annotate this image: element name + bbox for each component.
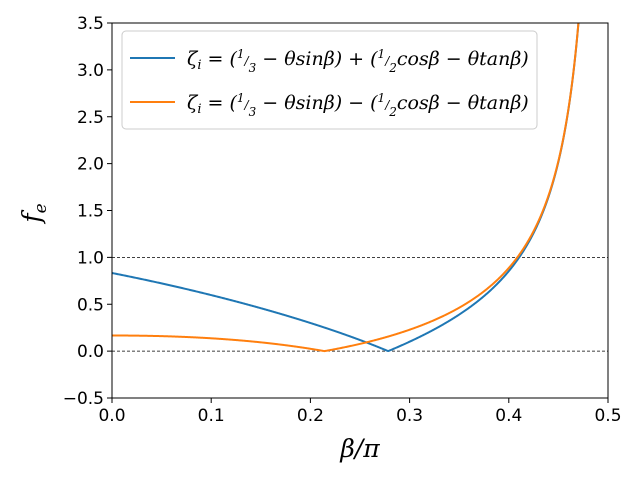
y-tick-label: 0.5 bbox=[77, 295, 104, 315]
x-tick-label: 0.2 bbox=[297, 406, 324, 426]
legend-box bbox=[121, 30, 538, 130]
y-tick-label: 3.5 bbox=[77, 14, 104, 34]
y-axis-label-main: f bbox=[17, 210, 46, 225]
x-tick-label: 0.5 bbox=[594, 406, 621, 426]
legend: ζi = (1/3 − θsinβ) + (1/2cosβ − θtanβ) ζ… bbox=[121, 30, 538, 130]
y-axis-label: fe bbox=[17, 203, 51, 224]
y-tick-label: 2.0 bbox=[77, 155, 104, 175]
y-tick-label: 2.5 bbox=[77, 108, 104, 128]
x-tick-label: 0.4 bbox=[495, 406, 522, 426]
x-tick-label: 0.3 bbox=[396, 406, 423, 426]
x-tick-label: 0.1 bbox=[198, 406, 225, 426]
series-line-1 bbox=[112, 23, 580, 353]
y-axis-label-subscript: e bbox=[31, 203, 51, 213]
y-axis: −0.5 0.0 0.5 1.0 1.5 2.0 2.5 3.0 3.5 bbox=[63, 14, 112, 409]
y-tick-label: −0.5 bbox=[63, 389, 104, 409]
x-axis-label: β/π bbox=[339, 434, 380, 463]
x-axis: 0.0 0.1 0.2 0.3 0.4 0.5 bbox=[98, 398, 622, 426]
reference-lines bbox=[112, 257, 608, 352]
y-tick-label: 0.0 bbox=[77, 342, 104, 362]
y-tick-label: 3.0 bbox=[77, 61, 104, 81]
x-tick-label: 0.0 bbox=[98, 406, 125, 426]
y-tick-label: 1.0 bbox=[77, 248, 104, 268]
series-layer bbox=[112, 23, 580, 353]
y-tick-label: 1.5 bbox=[77, 202, 104, 222]
series-line-2 bbox=[112, 23, 580, 353]
